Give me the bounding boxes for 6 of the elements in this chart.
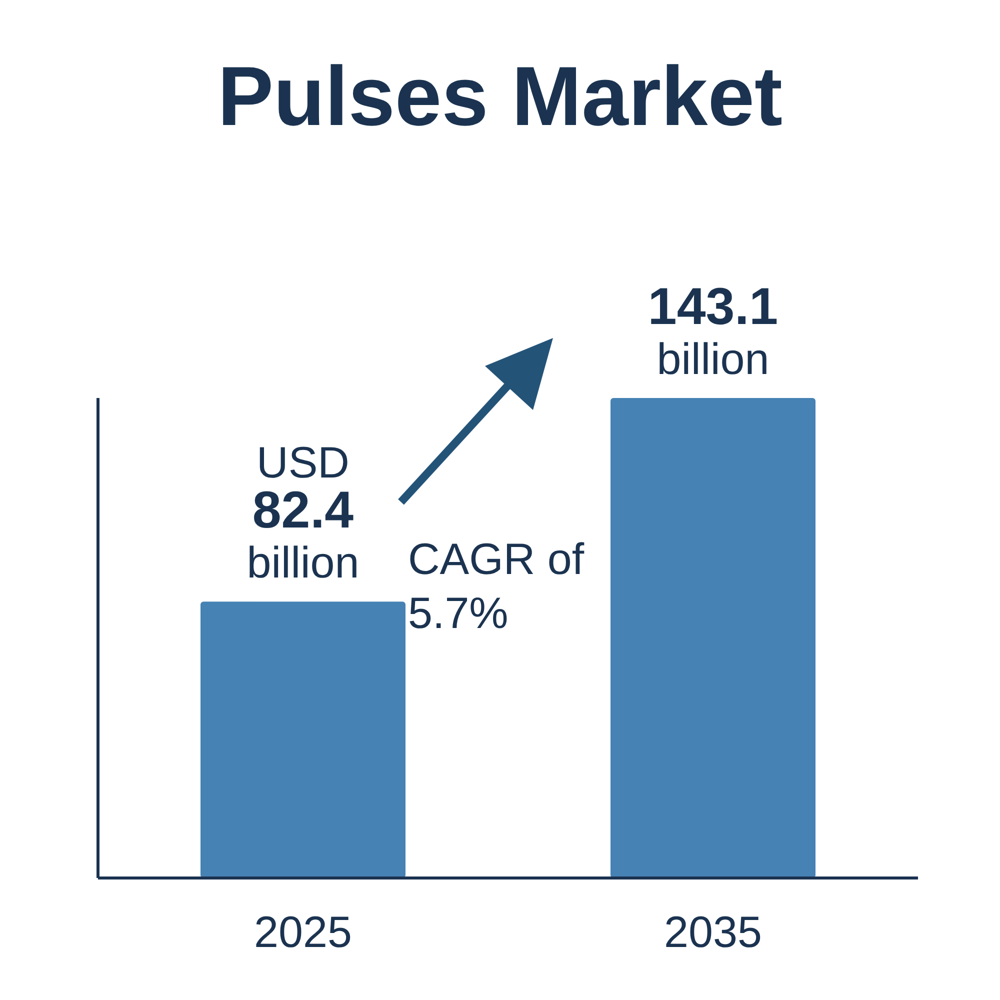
annotation: CAGR of 5.7% [408, 534, 586, 640]
x-tick-label: 2025 [254, 908, 352, 958]
chart-title: Pulses Market [216, 48, 784, 145]
x-tick-label: 2035 [664, 908, 762, 958]
data-label: USD 82.4 billion [246, 438, 360, 588]
data-label: 143.1 billion [648, 278, 778, 384]
